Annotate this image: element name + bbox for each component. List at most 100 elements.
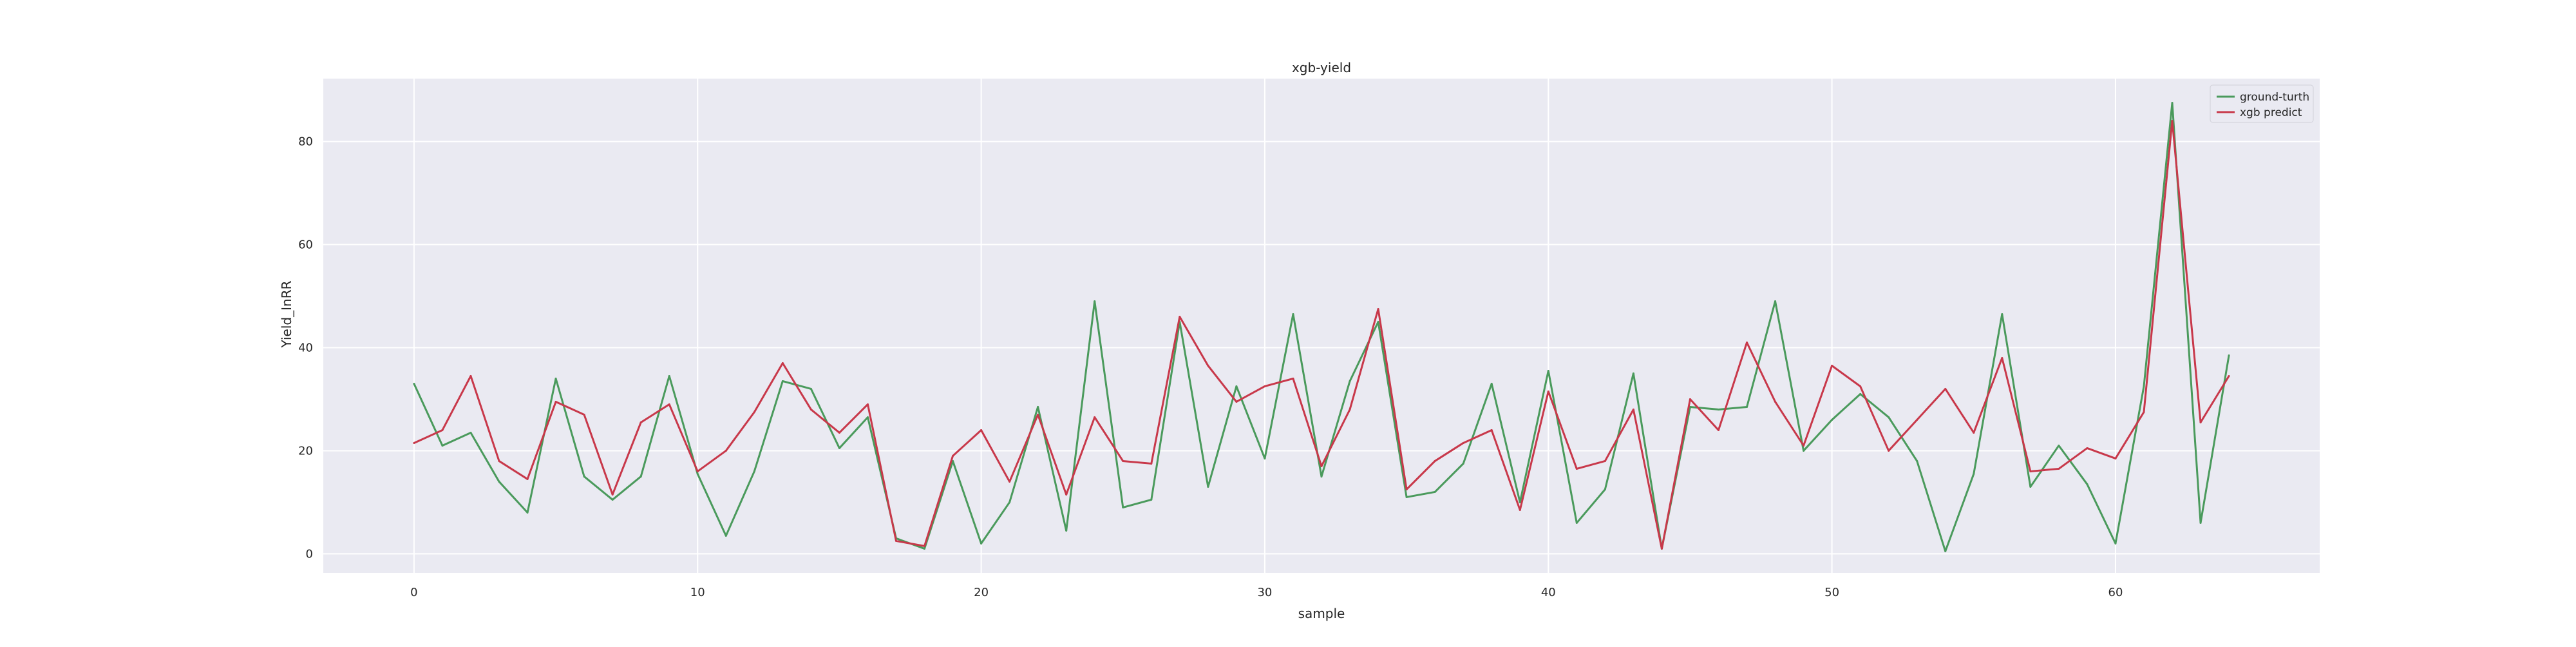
y-tick-label: 80 (298, 135, 313, 149)
data-point (498, 480, 500, 483)
data-point (1547, 390, 1549, 392)
data-point (469, 431, 472, 434)
y-axis-label: Yield_InRR (279, 280, 294, 348)
x-tick-label: 40 (1541, 586, 1556, 599)
data-point (2058, 467, 2060, 470)
data-point (1973, 431, 1975, 434)
data-point (1717, 408, 1719, 410)
data-point (1746, 341, 1748, 343)
data-point (1065, 529, 1068, 532)
legend: ground-turth xgb predict (2210, 84, 2314, 123)
data-point (1292, 377, 1294, 380)
data-point (1094, 416, 1096, 418)
data-point (2029, 470, 2032, 472)
x-tick-label: 60 (2108, 586, 2123, 599)
x-tick-label: 0 (410, 586, 417, 599)
data-point (2029, 485, 2032, 488)
data-point (2001, 313, 2003, 316)
data-point (1831, 364, 1833, 367)
data-point (668, 403, 670, 405)
data-point (441, 444, 444, 447)
data-point (1405, 496, 1408, 498)
data-point (1207, 364, 1209, 367)
data-point (2114, 457, 2117, 459)
data-point (1037, 413, 1039, 416)
legend-box (2210, 84, 2314, 123)
data-point (1660, 547, 1663, 550)
tick-labels: 0 10 20 30 40 50 60 0 20 40 60 80 (298, 135, 2123, 599)
x-axis-label: sample (1298, 606, 1345, 621)
data-point (696, 472, 699, 475)
data-point (923, 545, 926, 547)
data-point (1519, 508, 1521, 511)
data-point (554, 400, 557, 403)
data-point (469, 374, 472, 377)
data-point (781, 362, 784, 364)
data-point (781, 380, 784, 382)
data-point (1377, 308, 1379, 311)
data-point (526, 478, 529, 480)
data-point (1632, 372, 1634, 374)
data-point (583, 413, 585, 416)
data-point (1916, 418, 1918, 421)
data-point (1689, 398, 1691, 400)
data-point (1179, 316, 1181, 318)
data-point (1916, 459, 1918, 462)
plot-area (323, 79, 2320, 573)
data-point (980, 542, 983, 545)
data-point (866, 416, 869, 418)
data-point (1774, 300, 1777, 303)
data-point (1320, 465, 1323, 467)
data-point (1575, 467, 1578, 470)
chart-title: xgb-yield (1292, 60, 1351, 75)
data-point (1037, 405, 1039, 408)
y-tick-label: 20 (298, 444, 313, 458)
data-point (1349, 380, 1351, 382)
data-point (1831, 418, 1833, 421)
data-point (2058, 444, 2060, 447)
data-point (753, 470, 755, 472)
data-point (639, 475, 642, 478)
x-tick-label: 50 (1824, 586, 1839, 599)
data-point (1264, 457, 1266, 459)
data-point (2171, 102, 2174, 104)
data-point (838, 431, 840, 434)
data-point (2143, 410, 2145, 413)
x-tick-label: 30 (1257, 586, 1272, 599)
data-point (1490, 382, 1493, 385)
data-point (1264, 385, 1266, 387)
data-point (1944, 387, 1947, 390)
data-point (2199, 421, 2202, 423)
data-point (923, 547, 926, 550)
data-point (1774, 400, 1777, 403)
data-point (1859, 385, 1862, 387)
data-point (1888, 449, 1890, 452)
data-point (1462, 462, 1464, 465)
data-point (1434, 459, 1436, 462)
data-point (2086, 447, 2088, 449)
data-point (1235, 400, 1238, 403)
data-point (2228, 374, 2230, 377)
data-point (668, 374, 670, 377)
data-point (1859, 392, 1862, 395)
data-point (583, 475, 585, 478)
data-point (1434, 490, 1436, 493)
data-point (554, 377, 557, 380)
data-point (1094, 300, 1096, 303)
data-point (526, 511, 529, 514)
data-point (611, 493, 614, 496)
data-point (1462, 441, 1464, 444)
data-point (724, 534, 727, 537)
data-point (1944, 550, 1947, 552)
data-point (1349, 408, 1351, 410)
grid-lines (323, 79, 2320, 573)
data-point (1150, 462, 1153, 465)
data-point (2199, 521, 2202, 524)
data-point (866, 403, 869, 405)
data-point (2143, 385, 2145, 387)
data-point (1547, 369, 1549, 372)
data-point (1405, 488, 1408, 490)
data-point (498, 459, 500, 462)
